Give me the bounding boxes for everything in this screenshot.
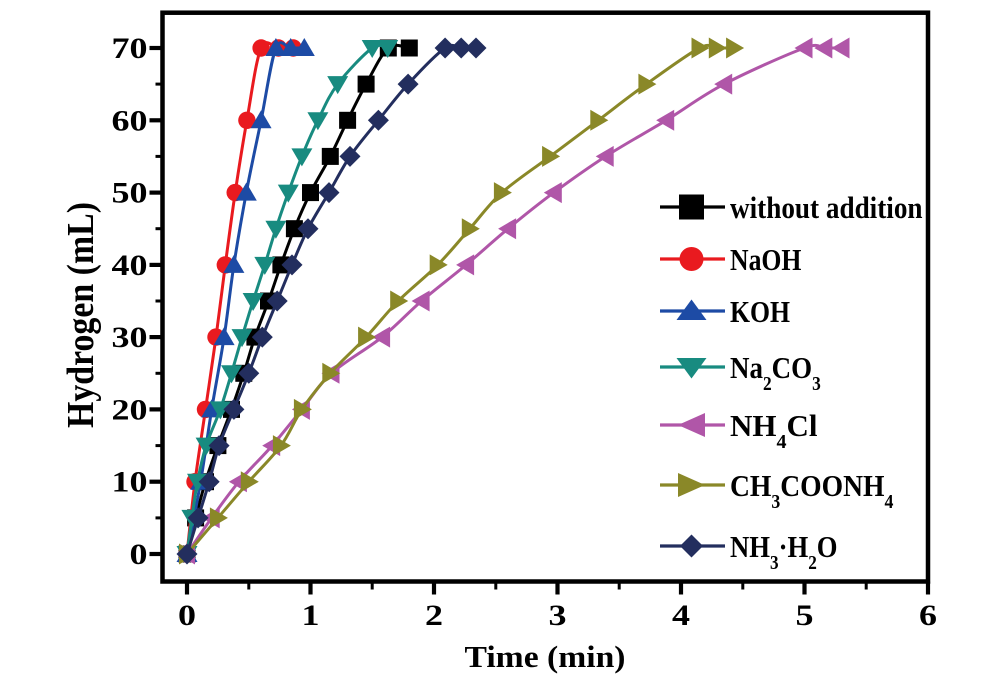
svg-text:0: 0	[130, 538, 148, 571]
svg-text:4: 4	[672, 599, 690, 632]
svg-text:6: 6	[919, 599, 937, 632]
svg-text:70: 70	[112, 32, 148, 65]
svg-text:3: 3	[549, 599, 567, 632]
svg-text:Hydrogen (mL): Hydrogen (mL)	[60, 202, 102, 428]
svg-text:2: 2	[425, 599, 443, 632]
svg-text:1: 1	[302, 599, 320, 632]
svg-text:NaOH: NaOH	[730, 244, 801, 278]
svg-text:20: 20	[112, 393, 148, 426]
svg-text:KOH: KOH	[730, 296, 790, 330]
svg-text:40: 40	[112, 249, 148, 282]
svg-text:5: 5	[796, 599, 814, 632]
svg-text:without addition: without addition	[730, 191, 923, 225]
svg-text:10: 10	[112, 466, 148, 499]
svg-text:0: 0	[178, 599, 196, 632]
svg-text:50: 50	[112, 177, 148, 210]
svg-text:30: 30	[112, 321, 148, 354]
svg-text:60: 60	[112, 104, 148, 137]
svg-text:Time (min): Time (min)	[465, 639, 626, 674]
